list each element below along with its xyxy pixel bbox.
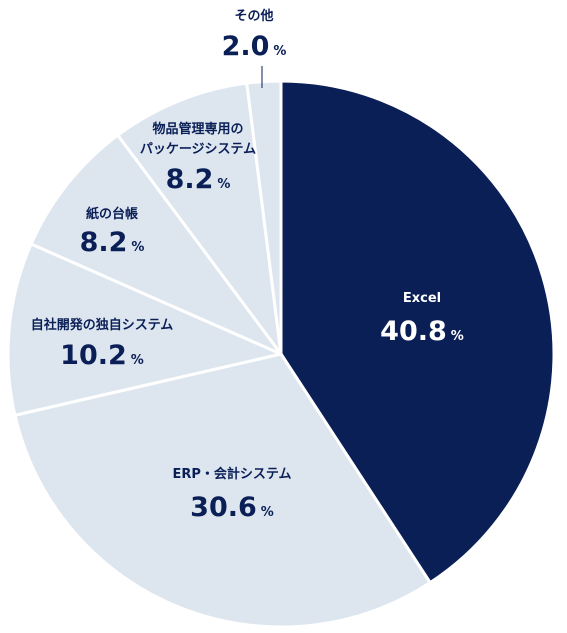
pie-slice [13, 352, 432, 629]
slice-value-label: 30.6% [190, 492, 274, 523]
slice-name-label: 自社開発の独自システム [31, 317, 174, 333]
pie-slice [29, 133, 283, 356]
pie-slice [6, 242, 283, 417]
slice-value-label: 40.8% [380, 316, 464, 347]
slice-name-label: 物品管理専用の [152, 121, 243, 137]
slice-name-label: パッケージシステム [140, 142, 256, 157]
slice-name-label: 紙の台帳 [86, 206, 138, 222]
slice-value-label: 8.2% [166, 164, 231, 195]
pie-slice [245, 79, 283, 356]
slice-value-label: 2.0% [222, 31, 287, 62]
slice-value-label: 10.2% [60, 340, 144, 371]
pie-slices [6, 79, 556, 629]
slice-name-label: Excel [403, 291, 441, 306]
slice-name-label: ERP・会計システム [172, 466, 291, 482]
pie-slice [116, 81, 283, 356]
slice-name-label: その他 [234, 8, 273, 24]
slice-value-label: 8.2% [80, 227, 145, 258]
pie-labels: Excel 40.8 % ERP・会計システム 30.6 % 自社開発の独自システム 10.2… [31, 8, 464, 523]
